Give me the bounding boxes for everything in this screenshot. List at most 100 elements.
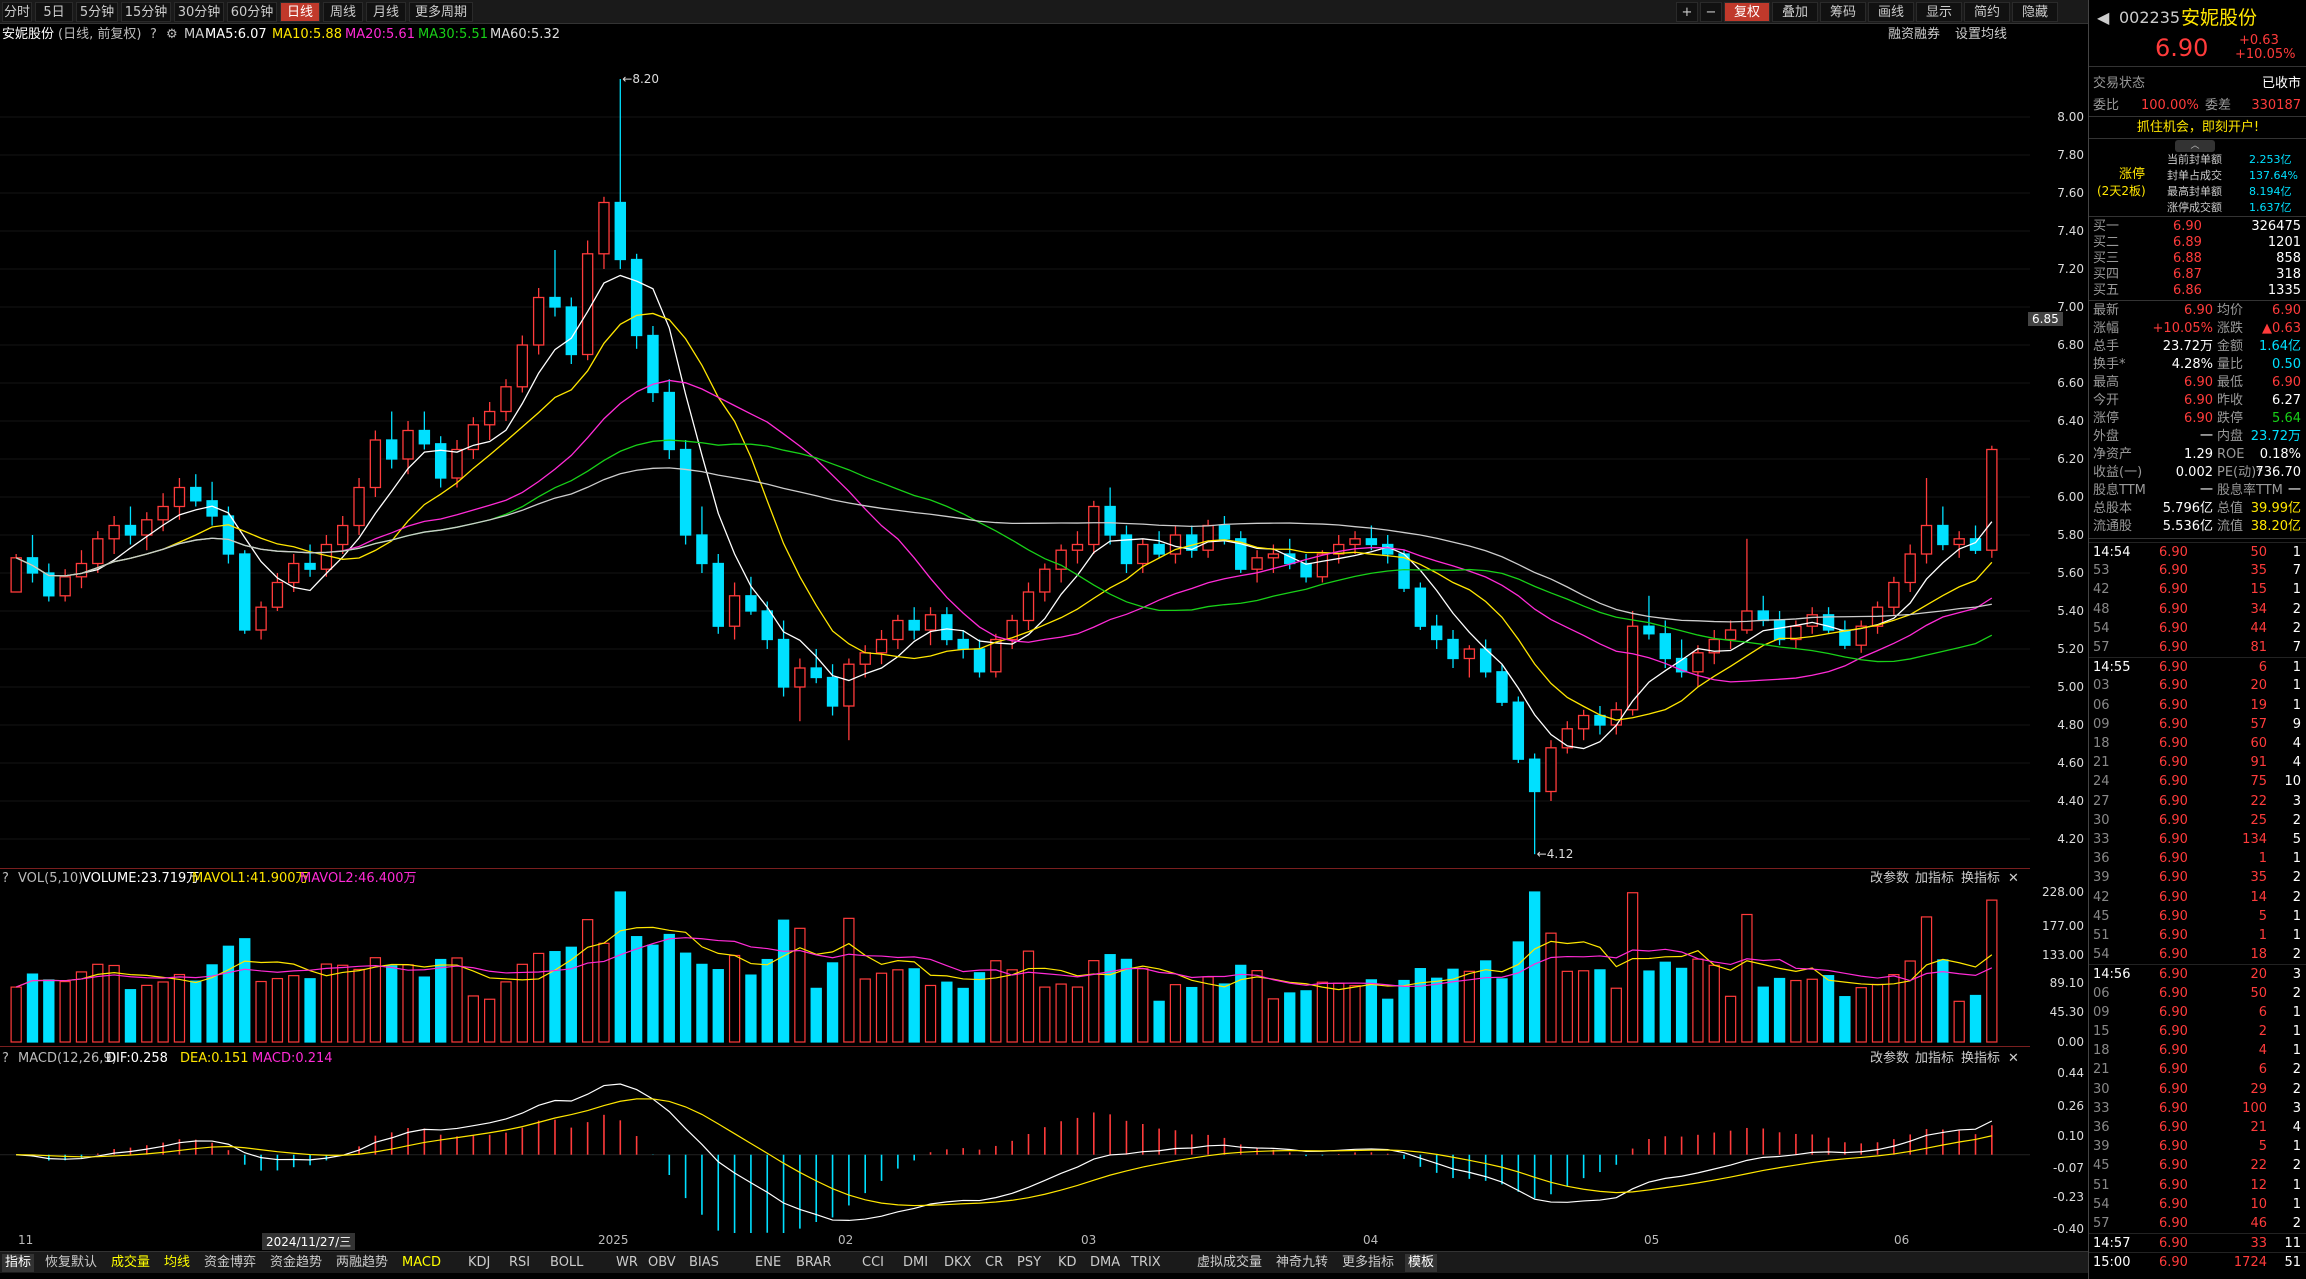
tool-button[interactable]: 筹码: [1820, 2, 1866, 22]
tick-time: 30: [2093, 812, 2110, 828]
add-indicator-button[interactable]: 加指标: [1915, 871, 1955, 886]
tick-price: 6.90: [2159, 736, 2188, 751]
edit-params-button[interactable]: 改参数: [1870, 1051, 1910, 1066]
indicator-tab[interactable]: 虚拟成交量: [1197, 1255, 1263, 1270]
volume-chart[interactable]: [0, 889, 2030, 1045]
volume-bar: [1626, 892, 1639, 1043]
indicator-tab[interactable]: BRAR: [796, 1255, 832, 1270]
indicator-tab[interactable]: BOLL: [550, 1255, 584, 1270]
trade-status: 已收市: [2261, 76, 2301, 91]
stat-value: 6.90: [2272, 375, 2301, 390]
period-tab[interactable]: 日线: [280, 2, 320, 22]
tick-price: 6.90: [2159, 1158, 2188, 1174]
swap-indicator-button[interactable]: 换指标: [1961, 1051, 2001, 1066]
stat-label: 金额: [2217, 339, 2244, 354]
period-tab[interactable]: 月线: [366, 2, 406, 22]
period-tab[interactable]: 更多周期: [409, 2, 473, 22]
indicator-tab[interactable]: 两融趋势: [336, 1255, 389, 1270]
tick-price: 6.90: [2159, 1177, 2188, 1193]
period-tab[interactable]: 周线: [323, 2, 363, 22]
macd-chart[interactable]: [0, 1069, 2030, 1233]
stat-label: 内盘: [2217, 429, 2244, 444]
indicator-tab[interactable]: 恢复默认: [45, 1255, 98, 1270]
minus-icon[interactable]: −: [1700, 2, 1722, 22]
period-tab[interactable]: 30分钟: [174, 2, 224, 22]
volume-bar: [1496, 978, 1508, 1043]
tool-button[interactable]: 画线: [1868, 2, 1914, 22]
tick-row: 14:57 6.90 33 11: [2089, 1233, 2306, 1252]
add-indicator-button[interactable]: 加指标: [1915, 1051, 1955, 1066]
period-tab[interactable]: 分时: [2, 2, 32, 22]
indicator-tab[interactable]: 资金趋势: [270, 1255, 323, 1270]
help-icon[interactable]: ?: [150, 27, 157, 42]
indicator-tab[interactable]: DMA: [1090, 1255, 1121, 1270]
indicator-tab[interactable]: CR: [985, 1255, 1004, 1270]
indicator-tab[interactable]: CCI: [862, 1255, 884, 1270]
indicator-tab[interactable]: DMI: [903, 1255, 929, 1270]
candle: [728, 582, 741, 640]
edit-params-button[interactable]: 改参数: [1870, 871, 1910, 886]
chart-mode[interactable]: (日线, 前复权): [58, 27, 142, 42]
tool-button[interactable]: 复权: [1724, 2, 1770, 22]
seal-row: 涨停成交额 1.637亿: [2089, 200, 2306, 216]
indicator-tab[interactable]: PSY: [1017, 1255, 1042, 1270]
tick-volume: 6: [2258, 1062, 2267, 1078]
volume-bar: [1741, 913, 1753, 1043]
macd-tick: 0.10: [2057, 1129, 2084, 1144]
period-tab[interactable]: 5分钟: [76, 2, 118, 22]
indicator-tab[interactable]: 均线: [164, 1255, 191, 1270]
tool-button[interactable]: 简约: [1964, 2, 2010, 22]
indicator-tab[interactable]: KDJ: [468, 1255, 491, 1270]
indicator-tab[interactable]: DKX: [944, 1255, 972, 1270]
vol-help-icon[interactable]: ?: [2, 871, 9, 886]
indicator-tab[interactable]: 成交量: [111, 1255, 151, 1270]
indicator-tab[interactable]: OBV: [648, 1255, 676, 1270]
indicator-tab[interactable]: ENE: [755, 1255, 782, 1270]
collapse-icon[interactable]: ◀: [2097, 8, 2110, 27]
close-icon[interactable]: ✕: [2008, 871, 2019, 886]
tick-time: 54: [2093, 620, 2110, 636]
chevron-up-icon[interactable]: ︿: [2175, 140, 2215, 152]
tick-time: 53: [2093, 563, 2110, 579]
indicator-tab[interactable]: MACD: [402, 1255, 441, 1270]
tick-count: 1: [2292, 928, 2301, 943]
volume-tick: 177.00: [2042, 918, 2084, 933]
period-tab[interactable]: 15分钟: [121, 2, 171, 22]
period-tab[interactable]: 60分钟: [227, 2, 277, 22]
tool-button[interactable]: 显示: [1916, 2, 1962, 22]
volume-bar: [1986, 899, 1998, 1043]
indicator-tab[interactable]: KD: [1058, 1255, 1077, 1270]
indicator-tab[interactable]: 神奇九转: [1276, 1255, 1329, 1270]
indicator-tab[interactable]: 指标: [2, 1254, 35, 1272]
period-tab[interactable]: 5日: [35, 2, 73, 22]
volume-bar: [630, 936, 643, 1043]
tick-time: 45: [2093, 1158, 2110, 1174]
candlestick-chart[interactable]: ←8.20 ←4.12: [0, 46, 2030, 868]
margin-link[interactable]: 融资融券: [1888, 27, 1941, 42]
indicator-tab[interactable]: WR: [616, 1255, 638, 1270]
indicator-tab[interactable]: 更多指标: [1342, 1255, 1395, 1270]
ma-settings-link[interactable]: 设置均线: [1955, 27, 2008, 42]
macd-help-icon[interactable]: ?: [2, 1051, 9, 1066]
candle: [1839, 620, 1851, 649]
indicator-tab[interactable]: BIAS: [689, 1255, 719, 1270]
tick-volume: 81: [2250, 640, 2267, 655]
candle: [173, 478, 186, 520]
tool-button[interactable]: 叠加: [1772, 2, 1818, 22]
price-tick: 6.40: [2057, 414, 2084, 428]
tick-time: 14:56: [2093, 967, 2131, 983]
indicator-tab[interactable]: TRIX: [1131, 1255, 1161, 1270]
tool-button[interactable]: 隐藏: [2012, 2, 2058, 22]
volume-bar: [1757, 986, 1769, 1043]
indicator-tab[interactable]: 模板: [1405, 1254, 1438, 1272]
volume-bar: [777, 919, 790, 1043]
gear-icon[interactable]: ⚙: [166, 27, 178, 42]
tick-volume: 18: [2250, 947, 2267, 963]
candle: [1104, 487, 1116, 545]
open-account-promo[interactable]: 抓住机会，即刻开户!: [2136, 120, 2260, 135]
indicator-tab[interactable]: RSI: [509, 1255, 531, 1270]
plus-icon[interactable]: +: [1676, 2, 1698, 22]
indicator-tab[interactable]: 资金博弈: [204, 1255, 257, 1270]
close-icon[interactable]: ✕: [2008, 1051, 2019, 1066]
swap-indicator-button[interactable]: 换指标: [1961, 871, 2001, 886]
